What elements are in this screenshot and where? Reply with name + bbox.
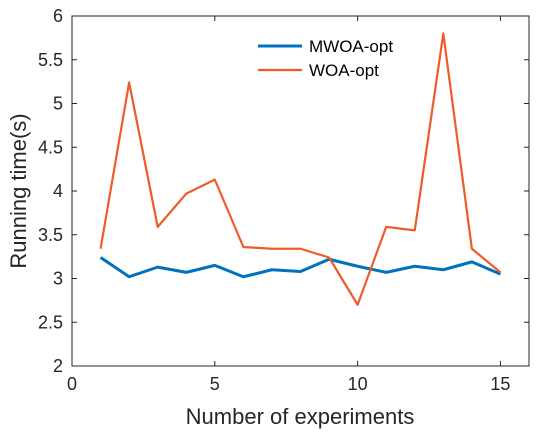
series-lines	[99, 32, 502, 306]
y-tick-label: 6	[53, 6, 63, 26]
x-tick-label: 5	[210, 374, 220, 394]
y-tick-label: 4.5	[38, 137, 63, 157]
legend-label-2: WOA-opt	[309, 61, 379, 80]
series-line-2	[99, 32, 502, 306]
axes	[71, 15, 530, 367]
x-tick-label: 10	[348, 374, 368, 394]
y-tick-label: 2	[53, 356, 63, 376]
series-line-1	[99, 256, 502, 279]
y-tick-label: 5	[53, 94, 63, 114]
legend-label-1: MWOA-opt	[309, 37, 393, 56]
x-tick-label: 0	[67, 374, 77, 394]
y-tick-label: 2.5	[38, 312, 63, 332]
y-tick-label: 5.5	[38, 50, 63, 70]
tick-labels: 0 5 10 15 2 2.5 3 3.5 4 4.5 5 5.5 6	[38, 6, 510, 394]
legend: MWOA-opt WOA-opt	[258, 37, 393, 80]
y-tick-label: 3	[53, 269, 63, 289]
x-tick-label: 15	[490, 374, 510, 394]
y-tick-label: 4	[53, 181, 63, 201]
y-tick-label: 3.5	[38, 225, 63, 245]
plot-background	[72, 16, 529, 366]
y-axis-label: Running time(s)	[6, 113, 31, 268]
x-axis-label: Number of experiments	[186, 404, 415, 429]
